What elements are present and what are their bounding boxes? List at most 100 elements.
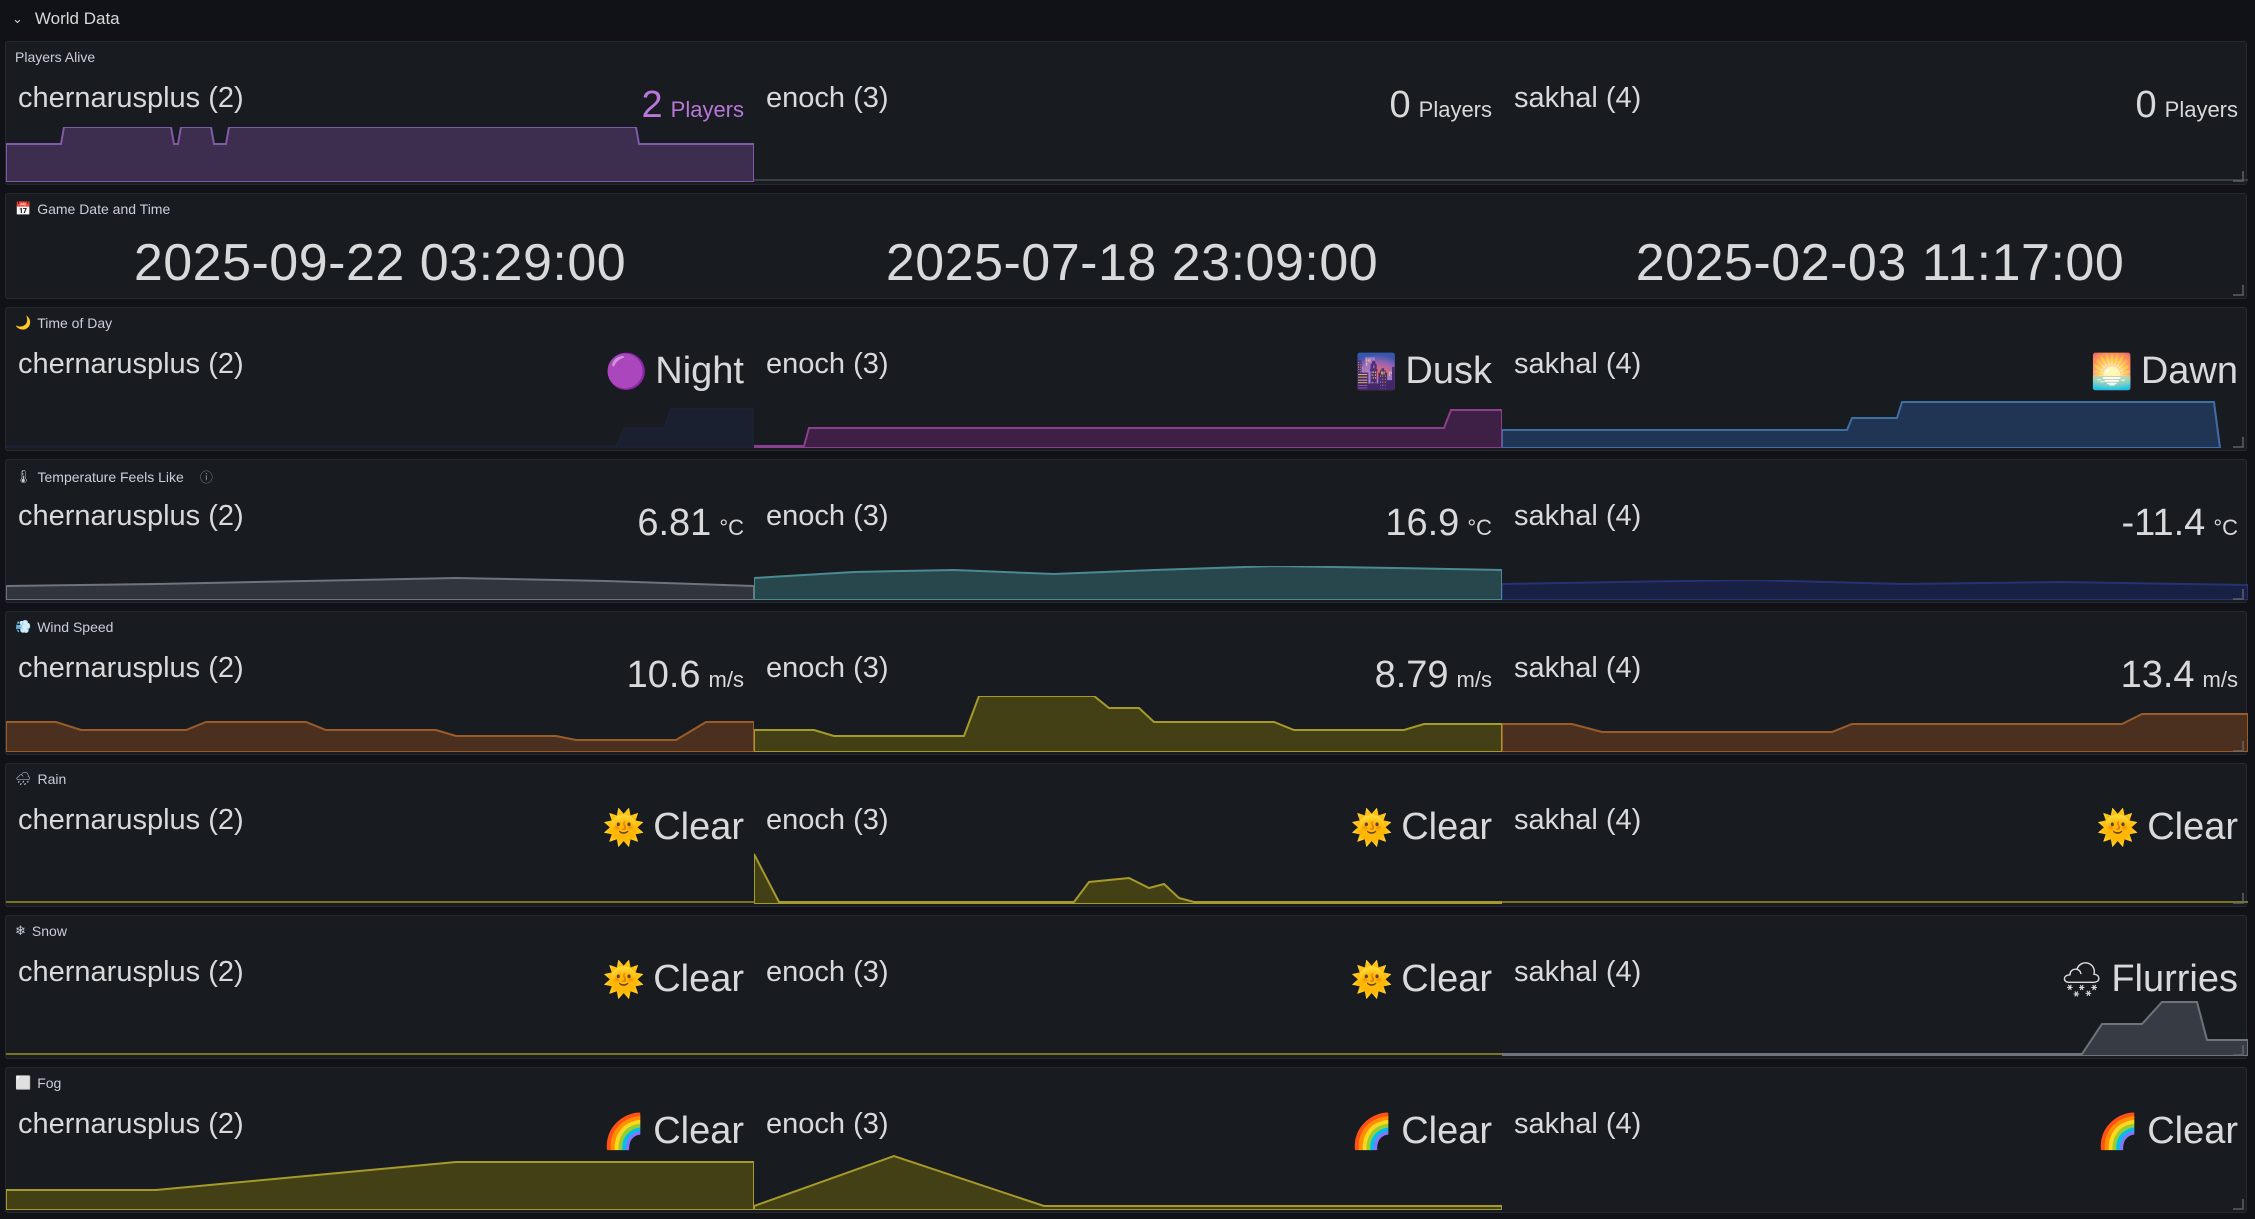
resize-handle[interactable] xyxy=(2233,1199,2244,1210)
chevron-down-icon[interactable]: ⌄ xyxy=(12,11,23,26)
stat-cell-sakhal: sakhal (4) 0 Players xyxy=(1502,80,2248,182)
sparkline xyxy=(754,853,1502,904)
server-name: enoch (3) xyxy=(766,82,889,114)
server-name: enoch (3) xyxy=(766,500,889,532)
server-name: enoch (3) xyxy=(766,956,889,988)
panel-title: Players Alive xyxy=(15,49,96,65)
resize-handle[interactable] xyxy=(2233,285,2244,296)
stat-cell-enoch: enoch (3) 🌈 Clear xyxy=(754,1106,1502,1210)
fog-square-icon: ⬜ xyxy=(15,1075,32,1090)
server-name: enoch (3) xyxy=(766,804,889,836)
info-icon[interactable]: ⓘ xyxy=(199,470,213,485)
sparkline xyxy=(6,1161,754,1210)
server-name: chernarusplus (2) xyxy=(18,1108,244,1140)
calendar-icon: 📅 xyxy=(15,201,32,216)
stat-value: 🌨 Flurries xyxy=(2060,958,2238,1000)
rainbow-landscape-icon: 🌈 xyxy=(1350,1113,1394,1151)
server-name: enoch (3) xyxy=(766,348,889,380)
stat-cell-chernarusplus: chernarusplus (2) 🌞 Clear xyxy=(6,954,754,1056)
rainbow-landscape-icon: 🌈 xyxy=(602,1113,646,1151)
panel-players-alive[interactable]: Players Alive chernarusplus (2) 2 Player… xyxy=(5,41,2248,185)
stat-value: 8.79 m/s xyxy=(1374,654,1492,696)
rain-cloud-icon: 🌧 xyxy=(15,771,32,786)
stat-cell-sakhal: sakhal (4) 13.4 m/s xyxy=(1502,650,2248,752)
sparkline xyxy=(1502,580,2248,600)
stat-cell-chernarusplus: chernarusplus (2) 6.81 °C xyxy=(6,498,754,600)
sparkline xyxy=(1502,401,2222,448)
stat-value: 2 Players xyxy=(641,84,745,126)
server-name: sakhal (4) xyxy=(1514,348,1642,380)
sparkline xyxy=(6,576,754,600)
stat-cell-chernarusplus: chernarusplus (2) 🟣 Night xyxy=(6,346,754,448)
server-name: sakhal (4) xyxy=(1514,956,1642,988)
sun-icon: 🌞 xyxy=(602,961,646,999)
sparkline xyxy=(6,901,754,903)
panel-game-date-time[interactable]: 📅 Game Date and Time 2025-09-22 03:29:00… xyxy=(5,193,2247,299)
sparkline xyxy=(6,127,754,182)
stat-cell-sakhal: sakhal (4) 🌨 Flurries xyxy=(1502,954,2248,1056)
stat-value: 🌈 Clear xyxy=(602,1110,744,1152)
resize-handle[interactable] xyxy=(2233,171,2244,182)
panel-title: 🌡 Temperature Feels Like ⓘ xyxy=(15,468,213,486)
panel-time-of-day[interactable]: 🌙 Time of Day chernarusplus (2) 🟣 Night … xyxy=(5,307,2247,451)
panel-rain[interactable]: 🌧 Rain chernarusplus (2) 🌞 Clear enoch (… xyxy=(5,763,2248,907)
panel-title: ⬜ Fog xyxy=(15,1075,62,1091)
cityscape-dusk-icon: 🌆 xyxy=(1355,353,1398,391)
row-header-world-data[interactable]: ⌄ World Data xyxy=(0,0,2255,38)
sun-icon: 🌞 xyxy=(1350,961,1394,999)
sparkline xyxy=(754,409,1502,448)
panel-fog[interactable]: ⬜ Fog chernarusplus (2) 🌈 Clear enoch (3… xyxy=(5,1067,2247,1213)
sparkline xyxy=(754,1154,1502,1210)
server-name: sakhal (4) xyxy=(1514,1108,1642,1140)
stat-cell-sakhal: sakhal (4) -11.4 °C xyxy=(1502,498,2248,600)
stat-value: 🌈 Clear xyxy=(2096,1110,2238,1152)
server-name: chernarusplus (2) xyxy=(18,500,244,532)
server-name: enoch (3) xyxy=(766,1108,889,1140)
stat-value: 🌅 Dawn xyxy=(2090,350,2239,392)
stat-value: 10.6 m/s xyxy=(626,654,744,696)
stat-cell-sakhal: sakhal (4) 🌅 Dawn xyxy=(1502,346,2248,448)
resize-handle[interactable] xyxy=(2233,437,2244,448)
stat-cell-chernarusplus: chernarusplus (2) 2 Players xyxy=(6,80,754,182)
sparkline xyxy=(6,721,754,752)
panel-title: ❄ Snow xyxy=(15,923,67,939)
stat-value: 16.9 °C xyxy=(1385,502,1492,544)
sparkline xyxy=(6,1053,754,1055)
sunrise-icon: 🌅 xyxy=(2090,353,2133,391)
sparkline xyxy=(1502,901,2248,903)
resize-handle[interactable] xyxy=(2233,893,2244,904)
stat-cell-chernarusplus: chernarusplus (2) 🌞 Clear xyxy=(6,802,754,904)
sparkline xyxy=(1502,179,2248,181)
stat-value: 🟣 Night xyxy=(604,350,744,392)
stat-cell-enoch: enoch (3) 0 Players xyxy=(754,80,1502,182)
sun-icon: 🌞 xyxy=(1350,809,1394,847)
server-name: sakhal (4) xyxy=(1514,82,1642,114)
rainbow-landscape-icon: 🌈 xyxy=(2096,1113,2140,1151)
stat-cell-enoch: enoch (3) 🌆 Dusk xyxy=(754,346,1502,448)
thermometer-icon: 🌡 xyxy=(15,468,32,484)
sun-icon: 🌞 xyxy=(2096,809,2140,847)
resize-handle[interactable] xyxy=(2233,589,2244,600)
resize-handle[interactable] xyxy=(2233,741,2244,752)
resize-handle[interactable] xyxy=(2233,1045,2244,1056)
stat-value: 🌞 Clear xyxy=(1350,958,1492,1000)
wind-icon: 💨 xyxy=(15,619,32,634)
server-name: sakhal (4) xyxy=(1514,652,1642,684)
panel-title: 🌧 Rain xyxy=(15,771,67,787)
panel-wind-speed[interactable]: 💨 Wind Speed chernarusplus (2) 10.6 m/s … xyxy=(5,611,2248,755)
server-name: enoch (3) xyxy=(766,652,889,684)
stat-cell-enoch: enoch (3) 8.79 m/s xyxy=(754,650,1502,752)
server-name: sakhal (4) xyxy=(1514,500,1642,532)
stat-value: 🌞 Clear xyxy=(602,958,744,1000)
stat-value: 🌈 Clear xyxy=(1350,1110,1492,1152)
panel-snow[interactable]: ❄ Snow chernarusplus (2) 🌞 Clear enoch (… xyxy=(5,915,2248,1059)
sparkline xyxy=(754,1053,1502,1055)
panel-temperature[interactable]: 🌡 Temperature Feels Like ⓘ chernarusplus… xyxy=(5,459,2248,603)
datetime-chernarusplus: 2025-09-22 03:29:00 xyxy=(133,234,627,292)
sparkline xyxy=(6,408,754,448)
sparkline xyxy=(754,696,1502,752)
stat-cell-enoch: enoch (3) 🌞 Clear xyxy=(754,802,1502,904)
stat-value: 13.4 m/s xyxy=(2120,654,2238,696)
stat-cell-sakhal: sakhal (4) 🌈 Clear xyxy=(1502,1106,2248,1210)
sparkline xyxy=(1502,1001,2248,1056)
